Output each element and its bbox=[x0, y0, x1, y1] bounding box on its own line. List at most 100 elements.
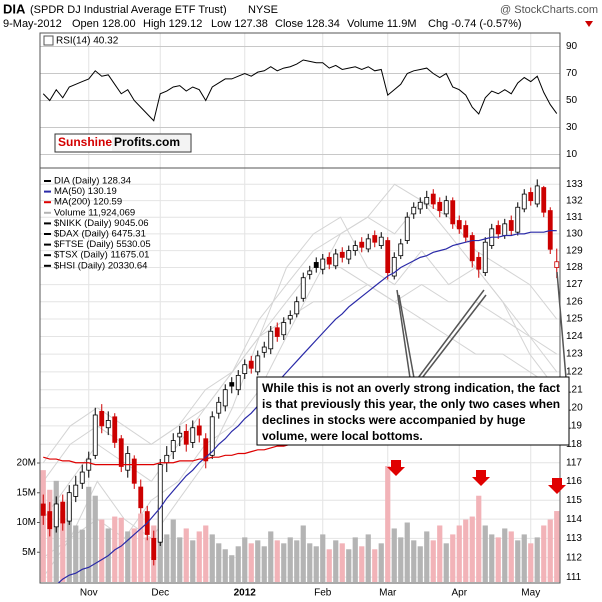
volume-bar bbox=[391, 528, 397, 582]
volume-bar bbox=[476, 495, 482, 582]
volume-bar bbox=[456, 525, 462, 582]
exchange: NYSE bbox=[248, 4, 278, 16]
candle-body bbox=[79, 471, 85, 484]
candle-body bbox=[92, 414, 98, 456]
volume-bar bbox=[144, 537, 150, 582]
y-tick-label: 118 bbox=[566, 439, 582, 450]
volume-bar bbox=[528, 543, 534, 582]
volume-bar bbox=[482, 525, 488, 582]
price-group bbox=[40, 179, 560, 583]
candle-body bbox=[209, 416, 215, 456]
volume-bar bbox=[222, 549, 228, 582]
volume-bar bbox=[92, 495, 98, 582]
volume-bar bbox=[235, 546, 241, 582]
y-tick-label: 130 bbox=[566, 228, 583, 239]
candle-body bbox=[73, 484, 79, 497]
y-tick-label: 132 bbox=[566, 195, 583, 206]
volume-bar bbox=[541, 525, 547, 582]
annotation-line: While this is not an overly strong indic… bbox=[262, 381, 560, 395]
volume-bar bbox=[190, 540, 196, 582]
arrow bbox=[472, 470, 490, 486]
candle-body bbox=[359, 241, 365, 248]
candle-body bbox=[164, 454, 170, 464]
candle-body bbox=[118, 438, 124, 467]
candle-body bbox=[287, 315, 293, 320]
candle-body bbox=[417, 201, 423, 210]
x-tick-label: Dec bbox=[151, 588, 169, 599]
candle-body bbox=[60, 501, 66, 524]
annotation-line: is that previously this year, the only t… bbox=[262, 397, 560, 411]
y-tick-label: 114 bbox=[566, 514, 582, 525]
legend-label: MA(200) 120.59 bbox=[54, 197, 122, 208]
candle-body bbox=[404, 216, 410, 241]
candle-body bbox=[105, 420, 111, 429]
candle-body bbox=[469, 235, 475, 262]
volume-bar bbox=[99, 519, 105, 582]
logo-suffix: Profits.com bbox=[114, 135, 180, 149]
candle-body bbox=[86, 458, 92, 471]
x-tick-label: May bbox=[521, 588, 540, 599]
candle-body bbox=[476, 256, 482, 270]
rsi-icon bbox=[43, 35, 54, 46]
x-tick-label: Mar bbox=[379, 588, 397, 599]
volume-bar bbox=[443, 543, 449, 582]
y-tick-label: 70 bbox=[566, 68, 578, 79]
volume-bar bbox=[411, 540, 417, 582]
candle-body bbox=[398, 243, 404, 257]
candle-body bbox=[515, 206, 521, 233]
arrow bbox=[387, 460, 405, 476]
rsi-label: RSI(14) 40.32 bbox=[56, 36, 119, 47]
volume-bar bbox=[40, 470, 46, 582]
candle-body bbox=[450, 200, 456, 225]
y-tick-label: 129 bbox=[566, 245, 583, 256]
y-tick-label: 121 bbox=[566, 384, 583, 395]
candle-body bbox=[138, 486, 144, 509]
volume-bar bbox=[313, 546, 319, 582]
volume-bar bbox=[378, 543, 384, 582]
candle-body bbox=[131, 458, 137, 484]
close: Close 128.34 bbox=[275, 18, 340, 30]
y-tick-label: 30 bbox=[566, 122, 578, 133]
volume: Volume 11.9M bbox=[347, 18, 417, 30]
volume-bar bbox=[255, 540, 261, 582]
volume-bar bbox=[320, 534, 326, 582]
candle-body bbox=[274, 327, 280, 337]
volume-bar bbox=[138, 513, 144, 582]
volume-bar bbox=[450, 534, 456, 582]
volume-bar bbox=[554, 511, 560, 582]
volume-bar bbox=[547, 519, 553, 582]
volume-bar bbox=[346, 549, 352, 582]
volume-bar bbox=[66, 501, 72, 582]
volume-bar bbox=[508, 531, 514, 582]
candle-body bbox=[222, 389, 228, 407]
candle-body bbox=[326, 256, 332, 265]
volume-bar bbox=[469, 516, 475, 582]
source: @ StockCharts.com bbox=[500, 4, 598, 16]
candle-body bbox=[424, 196, 430, 205]
volume-bar bbox=[294, 540, 300, 582]
pointer-line bbox=[417, 289, 485, 379]
volume-bar bbox=[352, 537, 358, 582]
volume-bar bbox=[404, 522, 410, 582]
y-tick-label: 10 bbox=[566, 149, 578, 160]
candle-body bbox=[190, 427, 196, 443]
logo-brand: Sunshine bbox=[58, 135, 112, 149]
volume-bar bbox=[216, 543, 222, 582]
open: Open 128.00 bbox=[72, 18, 136, 30]
date: 9-May-2012 bbox=[3, 18, 62, 30]
candle-body bbox=[313, 262, 319, 268]
candle-body bbox=[391, 256, 397, 277]
volume-bar bbox=[307, 543, 313, 582]
legend-label: $NIKK (Daily) 9045.06 bbox=[54, 218, 149, 229]
pointer-line bbox=[556, 271, 567, 379]
annotation-line: volume, were local bottoms. bbox=[262, 429, 423, 443]
moving-average bbox=[57, 229, 557, 583]
volume-bar bbox=[196, 531, 202, 582]
y-tick-label: 10M bbox=[17, 517, 36, 528]
candle-body bbox=[229, 382, 235, 387]
candle-body bbox=[541, 187, 547, 213]
legend-label: $TSX (Daily) 11675.01 bbox=[54, 250, 149, 261]
volume-bar bbox=[60, 510, 66, 582]
y-tick-label: 124 bbox=[566, 331, 583, 342]
